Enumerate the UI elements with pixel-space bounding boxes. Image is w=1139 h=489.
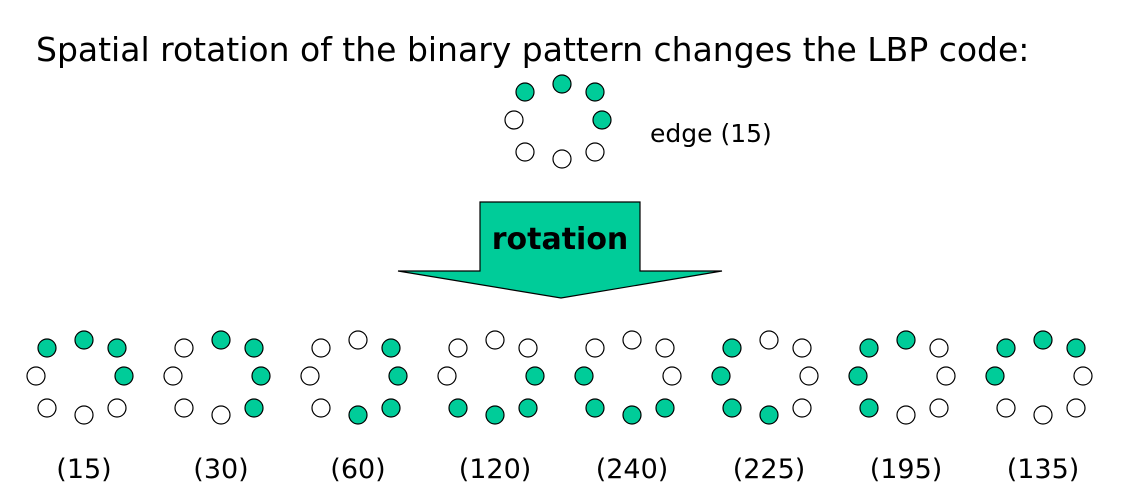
bit-on-circle xyxy=(251,366,271,386)
bit-off-circle xyxy=(504,110,524,130)
bit-on-circle xyxy=(485,405,505,425)
bit-on-circle xyxy=(1033,330,1053,350)
bit-off-circle xyxy=(552,149,572,169)
bit-off-circle xyxy=(1066,398,1086,418)
rotation-code-label: (135) xyxy=(1007,454,1080,485)
bit-on-circle xyxy=(381,398,401,418)
bit-off-circle xyxy=(163,366,183,386)
bit-off-circle xyxy=(1073,366,1093,386)
lbp-pattern xyxy=(300,330,408,425)
bit-off-circle xyxy=(759,330,779,350)
bit-off-circle xyxy=(929,398,949,418)
bit-off-circle xyxy=(485,330,505,350)
source-pattern-label: edge (15) xyxy=(650,119,772,148)
bit-off-circle xyxy=(1033,405,1053,425)
bit-on-circle xyxy=(859,338,879,358)
bit-on-circle xyxy=(848,366,868,386)
bit-off-circle xyxy=(792,338,812,358)
bit-off-circle xyxy=(174,338,194,358)
bit-off-circle xyxy=(655,338,675,358)
bit-off-circle xyxy=(348,330,368,350)
bit-on-circle xyxy=(448,398,468,418)
bit-off-circle xyxy=(515,142,535,162)
bit-off-circle xyxy=(211,405,231,425)
bit-on-circle xyxy=(37,338,57,358)
bit-off-circle xyxy=(996,398,1016,418)
bit-on-circle xyxy=(996,338,1016,358)
bit-on-circle xyxy=(722,398,742,418)
bit-off-circle xyxy=(300,366,320,386)
lbp-pattern xyxy=(985,330,1093,425)
rotation-code-label: (195) xyxy=(870,454,943,485)
bit-on-circle xyxy=(348,405,368,425)
bit-off-circle xyxy=(437,366,457,386)
lbp-pattern xyxy=(26,330,134,425)
bit-on-circle xyxy=(244,398,264,418)
bit-on-circle xyxy=(114,366,134,386)
bit-off-circle xyxy=(174,398,194,418)
bit-off-circle xyxy=(585,142,605,162)
lbp-pattern xyxy=(504,74,612,169)
page-title: Spatial rotation of the binary pattern c… xyxy=(36,30,1030,69)
bit-on-circle xyxy=(244,338,264,358)
lbp-pattern xyxy=(437,330,545,425)
bit-off-circle xyxy=(311,398,331,418)
lbp-pattern xyxy=(163,330,271,425)
bit-off-circle xyxy=(448,338,468,358)
source-pattern xyxy=(504,74,612,169)
bit-off-circle xyxy=(622,330,642,350)
bit-on-circle xyxy=(552,74,572,94)
bit-on-circle xyxy=(722,338,742,358)
bit-on-circle xyxy=(622,405,642,425)
bit-on-circle xyxy=(592,110,612,130)
rotation-arrow xyxy=(397,201,723,299)
lbp-pattern xyxy=(711,330,819,425)
rotation-code-label: (15) xyxy=(56,454,111,485)
bit-on-circle xyxy=(859,398,879,418)
bit-off-circle xyxy=(585,338,605,358)
bit-off-circle xyxy=(311,338,331,358)
bit-off-circle xyxy=(518,338,538,358)
bit-on-circle xyxy=(585,398,605,418)
rotation-code-label: (120) xyxy=(459,454,532,485)
bit-on-circle xyxy=(107,338,127,358)
bit-on-circle xyxy=(759,405,779,425)
bit-off-circle xyxy=(74,405,94,425)
bit-off-circle xyxy=(107,398,127,418)
bit-on-circle xyxy=(655,398,675,418)
bit-on-circle xyxy=(574,366,594,386)
rotation-code-label: (60) xyxy=(330,454,385,485)
bit-off-circle xyxy=(936,366,956,386)
bit-off-circle xyxy=(37,398,57,418)
bit-on-circle xyxy=(211,330,231,350)
bit-off-circle xyxy=(26,366,46,386)
bit-on-circle xyxy=(525,366,545,386)
bit-on-circle xyxy=(381,338,401,358)
bit-on-circle xyxy=(74,330,94,350)
bit-on-circle xyxy=(1066,338,1086,358)
bit-off-circle xyxy=(792,398,812,418)
bit-off-circle xyxy=(929,338,949,358)
rotations-row: (15) (30) (60) (120) (240) (225) (195) (135) xyxy=(26,330,1093,485)
bit-on-circle xyxy=(388,366,408,386)
bit-off-circle xyxy=(662,366,682,386)
bit-on-circle xyxy=(896,330,916,350)
bit-off-circle xyxy=(896,405,916,425)
rotation-label: rotation xyxy=(492,222,629,257)
lbp-pattern xyxy=(848,330,956,425)
rotation-code-label: (30) xyxy=(193,454,248,485)
rotation-code-label: (240) xyxy=(596,454,669,485)
bit-off-circle xyxy=(799,366,819,386)
bit-on-circle xyxy=(711,366,731,386)
lbp-pattern xyxy=(574,330,682,425)
bit-on-circle xyxy=(515,82,535,102)
bit-on-circle xyxy=(518,398,538,418)
bit-on-circle xyxy=(585,82,605,102)
bit-on-circle xyxy=(985,366,1005,386)
rotation-code-label: (225) xyxy=(733,454,806,485)
